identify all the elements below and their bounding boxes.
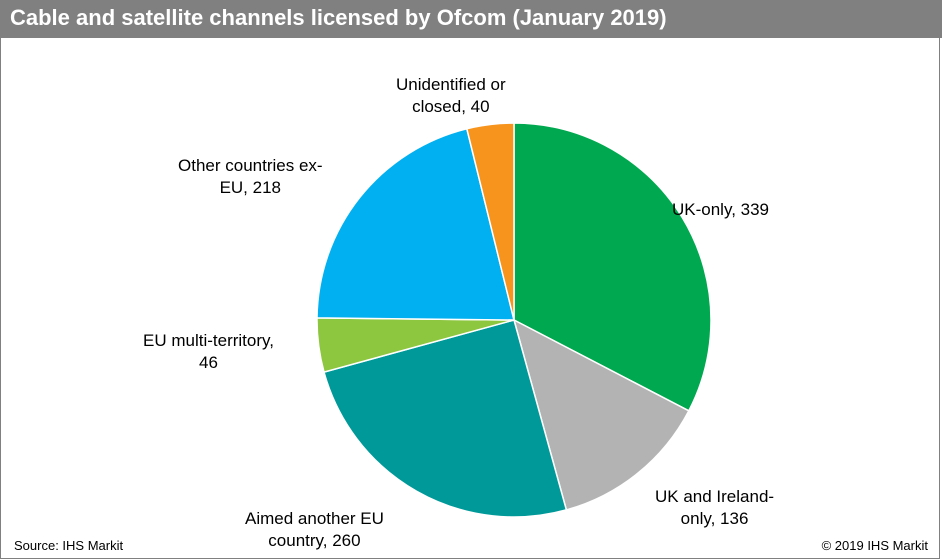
- slice-label-unidentified: Unidentified or closed, 40: [396, 74, 506, 118]
- slice-label-uk-ireland: UK and Ireland- only, 136: [655, 486, 774, 530]
- slice-label-eu-multi: EU multi-territory, 46: [143, 330, 274, 374]
- slice-uk-ireland: [512, 318, 690, 511]
- slice-label-line: only, 136: [680, 509, 749, 528]
- slice-label-line: EU multi-territory,: [143, 331, 274, 350]
- slice-label-line: 46: [199, 353, 218, 372]
- source-note: Source: IHS Markit: [14, 538, 124, 553]
- slice-label-line: Other countries ex-: [178, 156, 323, 175]
- slice-label-uk-only: UK-only, 339: [672, 199, 769, 221]
- slice-label-line: UK and Ireland-: [655, 487, 775, 506]
- slice-non-eu: [316, 127, 515, 321]
- page-title: Cable and satellite channels licensed by…: [10, 5, 667, 30]
- slice-uk-only: [513, 122, 712, 412]
- slice-label-other-eu: Aimed another EU country, 260: [245, 508, 384, 552]
- slice-label-non-eu: Other countries ex- EU, 218: [178, 155, 323, 199]
- slice-other-eu: [323, 319, 568, 518]
- chart-frame: [0, 38, 940, 559]
- slice-label-line: UK-only, 339: [672, 200, 770, 219]
- copyright-note: © 2019 IHS Markit: [821, 538, 928, 553]
- header-bar: Cable and satellite channels licensed by…: [0, 0, 942, 38]
- slice-label-line: Unidentified or: [396, 75, 506, 94]
- slice-unidentified: [465, 122, 515, 321]
- slice-label-line: Aimed another EU: [245, 509, 384, 528]
- slice-label-line: country, 260: [268, 531, 361, 550]
- slice-label-line: EU, 218: [219, 178, 281, 197]
- slice-label-line: closed, 40: [412, 97, 490, 116]
